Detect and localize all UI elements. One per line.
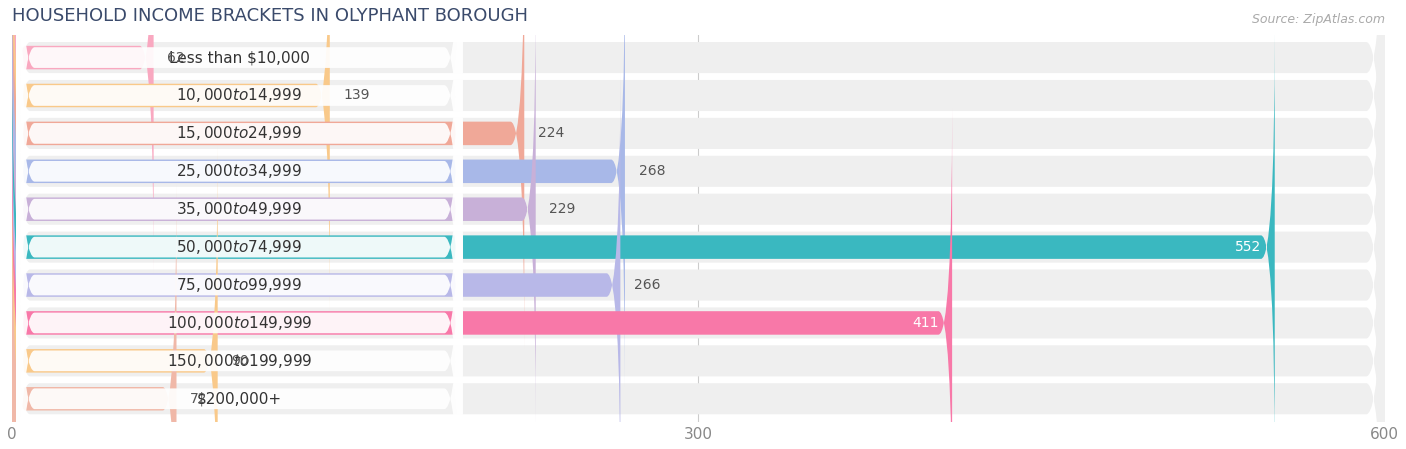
Text: 411: 411 <box>912 316 938 330</box>
FancyBboxPatch shape <box>17 0 463 351</box>
FancyBboxPatch shape <box>17 68 463 449</box>
FancyBboxPatch shape <box>11 31 1275 449</box>
Text: 90: 90 <box>232 354 249 368</box>
Text: $150,000 to $199,999: $150,000 to $199,999 <box>167 352 312 370</box>
FancyBboxPatch shape <box>17 0 463 449</box>
FancyBboxPatch shape <box>11 183 177 449</box>
FancyBboxPatch shape <box>17 0 463 449</box>
Text: $10,000 to $14,999: $10,000 to $14,999 <box>176 87 302 105</box>
Text: 266: 266 <box>634 278 661 292</box>
FancyBboxPatch shape <box>11 0 524 349</box>
FancyBboxPatch shape <box>17 0 463 449</box>
FancyBboxPatch shape <box>11 69 620 449</box>
FancyBboxPatch shape <box>11 111 1385 449</box>
Text: $100,000 to $149,999: $100,000 to $149,999 <box>167 314 312 332</box>
FancyBboxPatch shape <box>11 0 153 273</box>
Text: $35,000 to $49,999: $35,000 to $49,999 <box>176 200 302 218</box>
Text: 62: 62 <box>167 51 186 65</box>
Text: 72: 72 <box>190 392 208 406</box>
FancyBboxPatch shape <box>11 35 1385 449</box>
FancyBboxPatch shape <box>11 0 1385 449</box>
FancyBboxPatch shape <box>17 0 463 426</box>
Text: Less than $10,000: Less than $10,000 <box>169 50 309 65</box>
FancyBboxPatch shape <box>11 0 1385 449</box>
FancyBboxPatch shape <box>17 0 463 449</box>
Text: $25,000 to $34,999: $25,000 to $34,999 <box>176 162 302 180</box>
FancyBboxPatch shape <box>11 0 1385 345</box>
FancyBboxPatch shape <box>11 0 330 311</box>
FancyBboxPatch shape <box>17 106 463 449</box>
FancyBboxPatch shape <box>11 0 624 387</box>
FancyBboxPatch shape <box>11 0 536 425</box>
FancyBboxPatch shape <box>11 145 218 449</box>
Text: 139: 139 <box>343 88 370 102</box>
FancyBboxPatch shape <box>17 0 463 388</box>
FancyBboxPatch shape <box>11 107 952 449</box>
FancyBboxPatch shape <box>11 0 1385 449</box>
Text: Source: ZipAtlas.com: Source: ZipAtlas.com <box>1251 13 1385 26</box>
Text: HOUSEHOLD INCOME BRACKETS IN OLYPHANT BOROUGH: HOUSEHOLD INCOME BRACKETS IN OLYPHANT BO… <box>11 7 527 25</box>
Text: 268: 268 <box>638 164 665 178</box>
Text: 229: 229 <box>550 202 576 216</box>
FancyBboxPatch shape <box>17 30 463 449</box>
Text: $50,000 to $74,999: $50,000 to $74,999 <box>176 238 302 256</box>
FancyBboxPatch shape <box>11 73 1385 449</box>
Text: 552: 552 <box>1234 240 1261 254</box>
FancyBboxPatch shape <box>11 0 1385 449</box>
Text: $75,000 to $99,999: $75,000 to $99,999 <box>176 276 302 294</box>
Text: 224: 224 <box>538 127 564 141</box>
Text: $200,000+: $200,000+ <box>197 391 283 406</box>
FancyBboxPatch shape <box>11 0 1385 421</box>
FancyBboxPatch shape <box>11 0 1385 383</box>
Text: $15,000 to $24,999: $15,000 to $24,999 <box>176 124 302 142</box>
